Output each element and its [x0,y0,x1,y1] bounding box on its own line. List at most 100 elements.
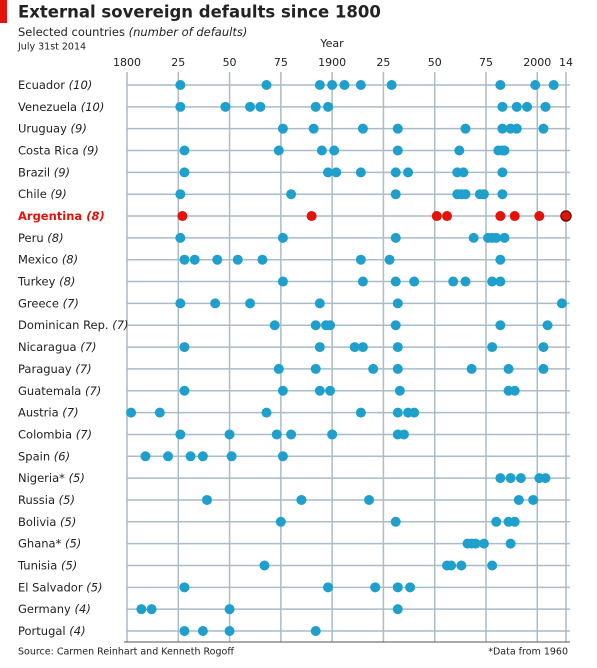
default-dot [177,211,188,222]
default-dot [140,451,151,462]
default-dot [357,276,368,287]
default-dot [409,407,420,418]
default-dot [325,385,336,396]
default-dot [310,320,321,331]
default-dot [277,232,288,243]
default-dot [497,167,508,178]
subtitle: Selected countries (number of defaults) [18,25,247,39]
default-dot [189,254,200,265]
row-label: Venezuela (10) [18,99,104,113]
default-dot [390,276,401,287]
default-dot [163,451,174,462]
default-dot [386,80,397,90]
default-dot [499,145,510,156]
default-dot [497,123,508,134]
country-name: Mexico [18,252,58,266]
default-dot [277,276,288,287]
default-dot [390,516,401,527]
x-tick-label: 2000 [523,56,551,69]
default-count: (5) [86,580,102,594]
default-dot [179,582,190,593]
default-count: (6) [54,449,70,463]
row-label: Ecuador (10) [18,78,92,92]
default-dot [232,254,243,265]
default-dot [271,429,282,440]
row-label: Costa Rica (9) [18,143,99,157]
default-dot [245,298,256,309]
default-dot [530,80,541,90]
default-dot [314,298,325,309]
default-dot [220,101,231,112]
default-dot [538,342,549,353]
country-name: Uruguay [18,121,67,135]
default-dot [497,189,508,200]
source: Source: Carmen Reinhart and Kenneth Rogo… [18,647,234,658]
default-dot [261,407,272,418]
row-label: Bolivia (5) [18,514,76,528]
default-count: (5) [61,558,77,572]
default-dot [478,538,489,549]
default-dot [392,604,403,615]
default-count: (9) [54,165,70,179]
default-dot [495,473,506,484]
row-label: Russia (5) [18,492,75,506]
default-dot [224,604,235,615]
x-tick-label: 14 [559,56,573,69]
default-dot [275,516,286,527]
default-dot [540,473,551,484]
default-count: (7) [80,340,96,354]
country-name: Nicaragua [18,340,77,354]
default-dot [487,276,498,287]
default-count: (8) [86,209,105,223]
default-count: (7) [62,405,78,419]
default-dot [392,123,403,134]
default-dot [126,407,137,418]
row-label: Greece (7) [18,296,79,310]
default-dot [179,145,190,156]
default-dot [370,582,381,593]
row-label: Spain (6) [18,449,70,463]
country-name: Dominican Rep. [18,318,109,332]
default-dot [327,80,338,90]
default-dot [392,582,403,593]
country-name: Turkey [17,274,56,288]
default-dot [245,101,256,112]
default-count: (5) [69,471,85,485]
default-count: (7) [75,361,91,375]
x-tick-label: 75 [479,56,493,69]
default-dot [310,626,321,636]
default-count: (7) [112,318,128,332]
default-dot [310,363,321,374]
row-label: Germany (4) [18,602,91,616]
default-dot [179,254,190,265]
default-dot [202,494,213,505]
default-dot [509,211,520,222]
default-dot [323,101,334,112]
default-dot [499,232,510,243]
default-dot [286,189,297,200]
x-axis-label: Year [319,37,344,50]
default-dot [390,320,401,331]
default-dot [314,80,325,90]
default-dot [495,254,506,265]
default-dot [534,211,545,222]
default-count: (5) [60,514,76,528]
default-dot [454,145,465,156]
country-name: Colombia [18,427,72,441]
default-dot [226,451,237,462]
default-dot [296,494,307,505]
default-dot [175,429,186,440]
country-name: Austria [18,405,59,419]
row-label: Uruguay (9) [18,121,87,135]
default-dot [466,363,477,374]
default-dot [355,167,366,178]
country-name: Germany [18,602,71,616]
default-dot [273,363,284,374]
default-dot [460,276,471,287]
default-dot [368,363,379,374]
default-count: (10) [81,99,105,113]
default-count: (9) [50,187,66,201]
default-dot [355,407,366,418]
default-dot [392,342,403,353]
default-dot [542,320,553,331]
